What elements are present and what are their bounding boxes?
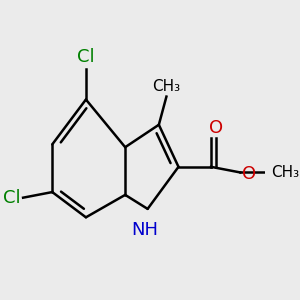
Text: O: O xyxy=(242,165,256,183)
Text: Cl: Cl xyxy=(77,48,95,66)
Text: O: O xyxy=(209,118,223,136)
Text: CH₃: CH₃ xyxy=(152,79,181,94)
Text: Cl: Cl xyxy=(3,189,20,207)
Text: CH₃: CH₃ xyxy=(271,165,299,180)
Text: NH: NH xyxy=(131,221,158,239)
